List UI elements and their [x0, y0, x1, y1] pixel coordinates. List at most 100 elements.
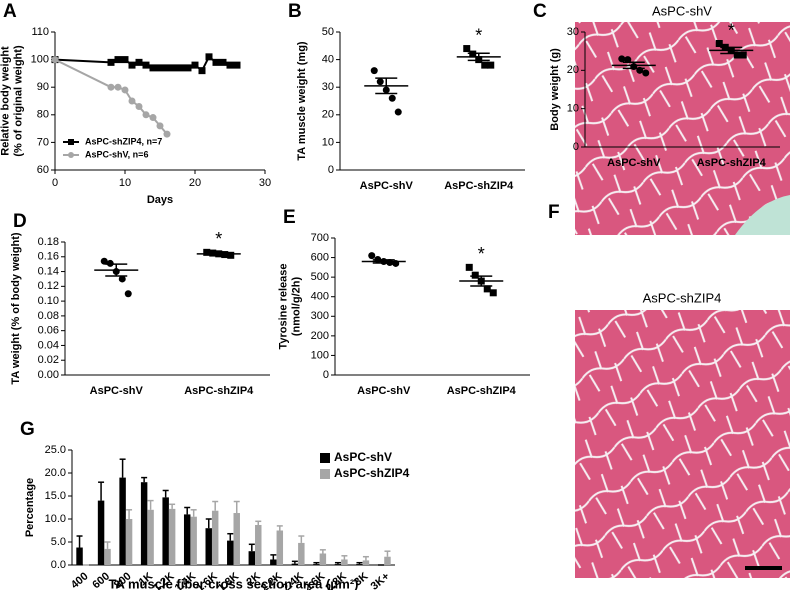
panel-label: G — [20, 419, 35, 440]
y-tick-label: 10.0 — [45, 513, 66, 525]
y-tick-label: 10 — [567, 103, 579, 115]
data-point — [121, 86, 129, 94]
data-point — [163, 64, 171, 72]
bar — [384, 556, 391, 565]
data-point — [489, 289, 497, 297]
data-point — [114, 83, 122, 91]
bar — [313, 564, 320, 565]
background-region — [735, 195, 790, 235]
bar — [248, 551, 256, 565]
y-tick-label: 30 — [322, 81, 334, 93]
y-tick-label: 10 — [322, 136, 334, 148]
bar — [76, 547, 83, 565]
image-title: AsPC-shV — [652, 3, 712, 18]
data-point — [624, 56, 632, 64]
x-axis-label: Days — [147, 194, 173, 206]
data-point — [156, 64, 164, 72]
data-point — [233, 61, 241, 69]
bar — [140, 482, 148, 565]
y-tick-label: 400 — [311, 291, 329, 303]
data-point — [51, 56, 59, 64]
panel-label: A — [3, 1, 17, 22]
data-point — [107, 58, 115, 66]
x-tick-label: AsPC-shV — [607, 157, 661, 169]
y-axis-label: (nmol/g/2h) — [290, 277, 302, 337]
data-point — [142, 111, 150, 119]
data-point — [226, 61, 234, 69]
data-point — [156, 122, 164, 130]
data-point — [149, 114, 157, 122]
panel-label: F — [548, 202, 560, 223]
y-tick-label: 110 — [31, 26, 49, 38]
panel-label: C — [533, 1, 547, 22]
histology-image — [575, 310, 790, 578]
panel-label: B — [288, 1, 302, 22]
x-tick-label: AsPC-shV — [90, 385, 144, 397]
data-point — [135, 103, 143, 111]
y-tick-label: 0.02 — [38, 354, 59, 366]
y-tick-label: 20 — [322, 109, 334, 121]
legend-marker — [68, 139, 74, 145]
data-point — [124, 290, 132, 298]
significance-mark: * — [478, 244, 485, 264]
y-tick-label: 80 — [37, 109, 49, 121]
y-tick-label: 20.0 — [45, 467, 66, 479]
bar — [119, 477, 126, 565]
y-tick-label: 600 — [311, 251, 329, 263]
y-tick-label: 0.12 — [38, 280, 59, 292]
bar — [341, 559, 348, 565]
data-point — [388, 94, 396, 102]
panel-label: E — [283, 207, 296, 228]
bar — [211, 510, 219, 565]
data-point — [142, 61, 150, 69]
bar — [162, 497, 169, 565]
data-point — [170, 64, 178, 72]
panel-label: D — [13, 211, 27, 232]
y-axis-label: Tyrosine release — [277, 263, 289, 349]
bar — [233, 513, 240, 565]
y-tick-label: 25.0 — [45, 444, 66, 456]
data-point — [100, 257, 108, 265]
y-tick-label: 0 — [573, 141, 579, 153]
bar — [356, 564, 363, 565]
y-tick-label: 0.00 — [38, 369, 59, 381]
x-tick-label: 0 — [52, 177, 58, 189]
y-tick-label: 0.0 — [51, 559, 66, 571]
y-tick-label: 700 — [311, 232, 329, 244]
y-tick-label: 0.16 — [38, 251, 59, 263]
data-point — [471, 271, 479, 279]
data-point — [394, 108, 402, 116]
bar — [190, 516, 197, 565]
y-axis-label: TA muscle weight (mg) — [296, 41, 308, 161]
data-point — [205, 53, 213, 61]
x-tick-label: AsPC-shZIP4 — [444, 180, 514, 192]
significance-mark: * — [215, 229, 222, 249]
data-point — [463, 45, 471, 53]
data-point — [733, 51, 741, 59]
bar — [125, 519, 133, 565]
y-tick-label: 5.0 — [51, 536, 66, 548]
image-title: AsPC-shZIP4 — [643, 290, 722, 305]
y-tick-label: 0.10 — [38, 295, 59, 307]
x-tick-label: AsPC-shZIP4 — [697, 157, 767, 169]
x-tick-label: 3K+ — [369, 570, 392, 590]
y-tick-label: 100 — [31, 54, 49, 66]
legend-swatch — [320, 453, 330, 463]
data-point — [465, 263, 473, 271]
bar — [147, 509, 154, 565]
data-point — [368, 252, 376, 260]
x-tick-label: 400 — [69, 570, 91, 590]
data-point — [487, 61, 495, 69]
data-point — [128, 61, 136, 69]
y-tick-label: 20 — [567, 64, 579, 76]
data-point — [191, 61, 199, 69]
y-tick-label: 0 — [323, 369, 329, 381]
x-tick-label: AsPC-shZIP4 — [184, 385, 254, 397]
y-tick-label: 30 — [567, 26, 579, 38]
legend-label: AsPC-shV, n=6 — [85, 149, 148, 159]
bar — [183, 514, 191, 565]
y-tick-label: 300 — [311, 310, 329, 322]
bar — [319, 553, 327, 565]
bar — [227, 540, 234, 565]
bar — [270, 559, 277, 565]
